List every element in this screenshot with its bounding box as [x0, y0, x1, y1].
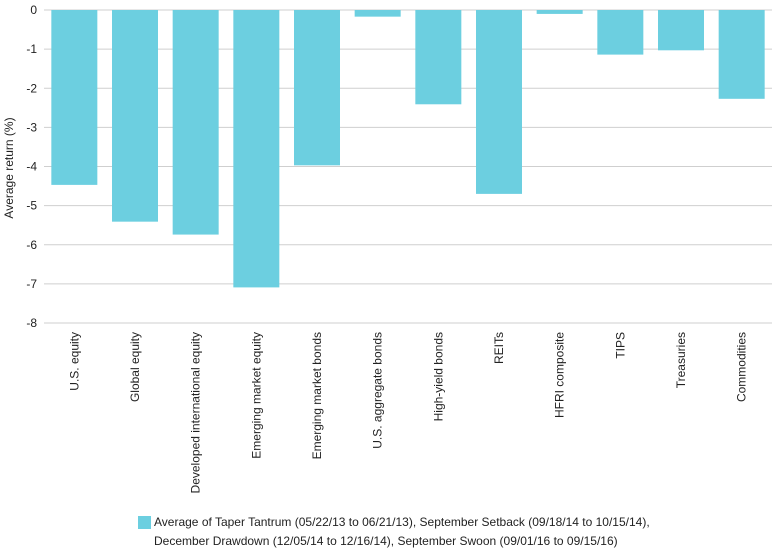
legend-swatch [138, 516, 151, 529]
bar-global-equity [112, 10, 158, 222]
x-tick-label: Global equity [128, 332, 142, 402]
bar-reits [476, 10, 522, 194]
y-axis-ticks: 0 -1 -2 -3 -4 -5 -6 -7 -8 [26, 3, 37, 330]
x-tick-label: TIPS [613, 332, 627, 359]
y-tick-label: 0 [30, 3, 37, 17]
x-tick-label: REITs [492, 332, 506, 364]
x-tick-label: Commodities [735, 332, 749, 402]
y-tick-label: -3 [26, 120, 37, 134]
y-tick-label: -7 [26, 277, 37, 291]
x-tick-label: Emerging market bonds [310, 332, 324, 459]
y-tick-label: -4 [26, 160, 37, 174]
x-tick-label: U.S. aggregate bonds [371, 332, 385, 449]
x-tick-label: Emerging market equity [249, 332, 263, 459]
bar-developed-international-equity [172, 10, 219, 235]
y-tick-label: -1 [26, 42, 37, 56]
x-tick-label: U.S. equity [67, 332, 81, 391]
x-tick-label: HFRI composite [553, 332, 567, 418]
bar-emerging-market-bonds [294, 10, 340, 166]
y-tick-label: -6 [26, 238, 37, 252]
bar-emerging-market-equity [233, 10, 280, 288]
x-axis-ticks: U.S. equity Global equity Developed intern… [67, 332, 748, 494]
y-tick-label: -2 [26, 81, 37, 95]
y-axis-label: Average return (%) [2, 117, 16, 218]
x-tick-label: Developed international equity [189, 332, 203, 493]
bar-commodities [718, 10, 765, 99]
bar-u-s-aggregate-bonds [354, 10, 401, 17]
bar-hfri-composite [536, 10, 583, 14]
y-tick-label: -8 [26, 316, 37, 330]
bar-high-yield-bonds [415, 10, 462, 105]
bar-treasuries [658, 10, 704, 51]
bar-u-s-equity [51, 10, 98, 185]
x-tick-label: Treasuries [674, 332, 688, 388]
x-tick-label: High-yield bonds [431, 332, 445, 421]
y-tick-label: -5 [26, 199, 37, 213]
bars [51, 10, 765, 288]
gridlines [44, 9, 772, 324]
legend-label: Average of Taper Tantrum (05/22/13 to 06… [154, 515, 650, 548]
bar-tips [597, 10, 644, 55]
